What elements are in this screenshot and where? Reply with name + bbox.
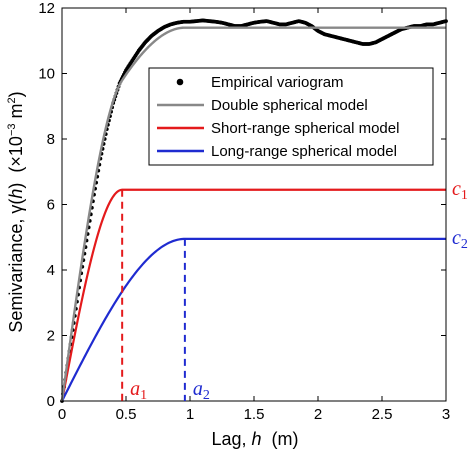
x-tick-label: 1.5 bbox=[244, 406, 265, 423]
legend-label: Empirical variogram bbox=[211, 74, 344, 91]
legend: Empirical variogram Double spherical mode… bbox=[148, 67, 434, 166]
y-tick-label: 6 bbox=[47, 197, 55, 214]
legend-marker-dot bbox=[176, 78, 184, 86]
short-range-model-line bbox=[60, 188, 446, 402]
annotation-a1: a1 bbox=[130, 378, 147, 403]
x-tick-label: 2 bbox=[314, 406, 322, 423]
x-axis-label: Lag, h (m) bbox=[211, 429, 298, 449]
long-range-model-line bbox=[61, 237, 446, 402]
x-tick-label: 1 bbox=[186, 406, 194, 423]
legend-box bbox=[148, 67, 434, 166]
y-axis-label: Semivariance, γ(h) (×10−3 m2) bbox=[6, 91, 26, 332]
legend-label: Double spherical model bbox=[211, 97, 368, 114]
axes: 0 0.5 1 1.5 2 2.5 3 0 2 4 6 8 10 12 bbox=[38, 0, 450, 423]
x-tick-label: 3 bbox=[442, 406, 450, 423]
y-tick-label: 4 bbox=[47, 262, 55, 279]
x-tick-label: 2.5 bbox=[372, 406, 393, 423]
axes-frame bbox=[61, 7, 447, 402]
x-tick-label: 0.5 bbox=[116, 406, 137, 423]
y-tick-label: 8 bbox=[47, 131, 55, 148]
double-spherical-model-line bbox=[60, 26, 446, 402]
y-tick-label: 0 bbox=[47, 393, 55, 410]
annotation-c1: c1 bbox=[452, 178, 468, 203]
x-tick-label: 0 bbox=[58, 406, 66, 423]
legend-label: Short-range spherical model bbox=[211, 120, 399, 137]
annotation-c2: c2 bbox=[452, 227, 468, 252]
plot-area bbox=[60, 18, 448, 403]
y-tick-label: 12 bbox=[38, 0, 55, 17]
annotations: a1 a2 c1 c2 bbox=[121, 178, 468, 403]
y-tick-label: 10 bbox=[38, 66, 55, 83]
legend-label: Long-range spherical model bbox=[211, 143, 397, 160]
y-tick-label: 2 bbox=[47, 328, 55, 345]
annotation-a2: a2 bbox=[193, 378, 210, 403]
